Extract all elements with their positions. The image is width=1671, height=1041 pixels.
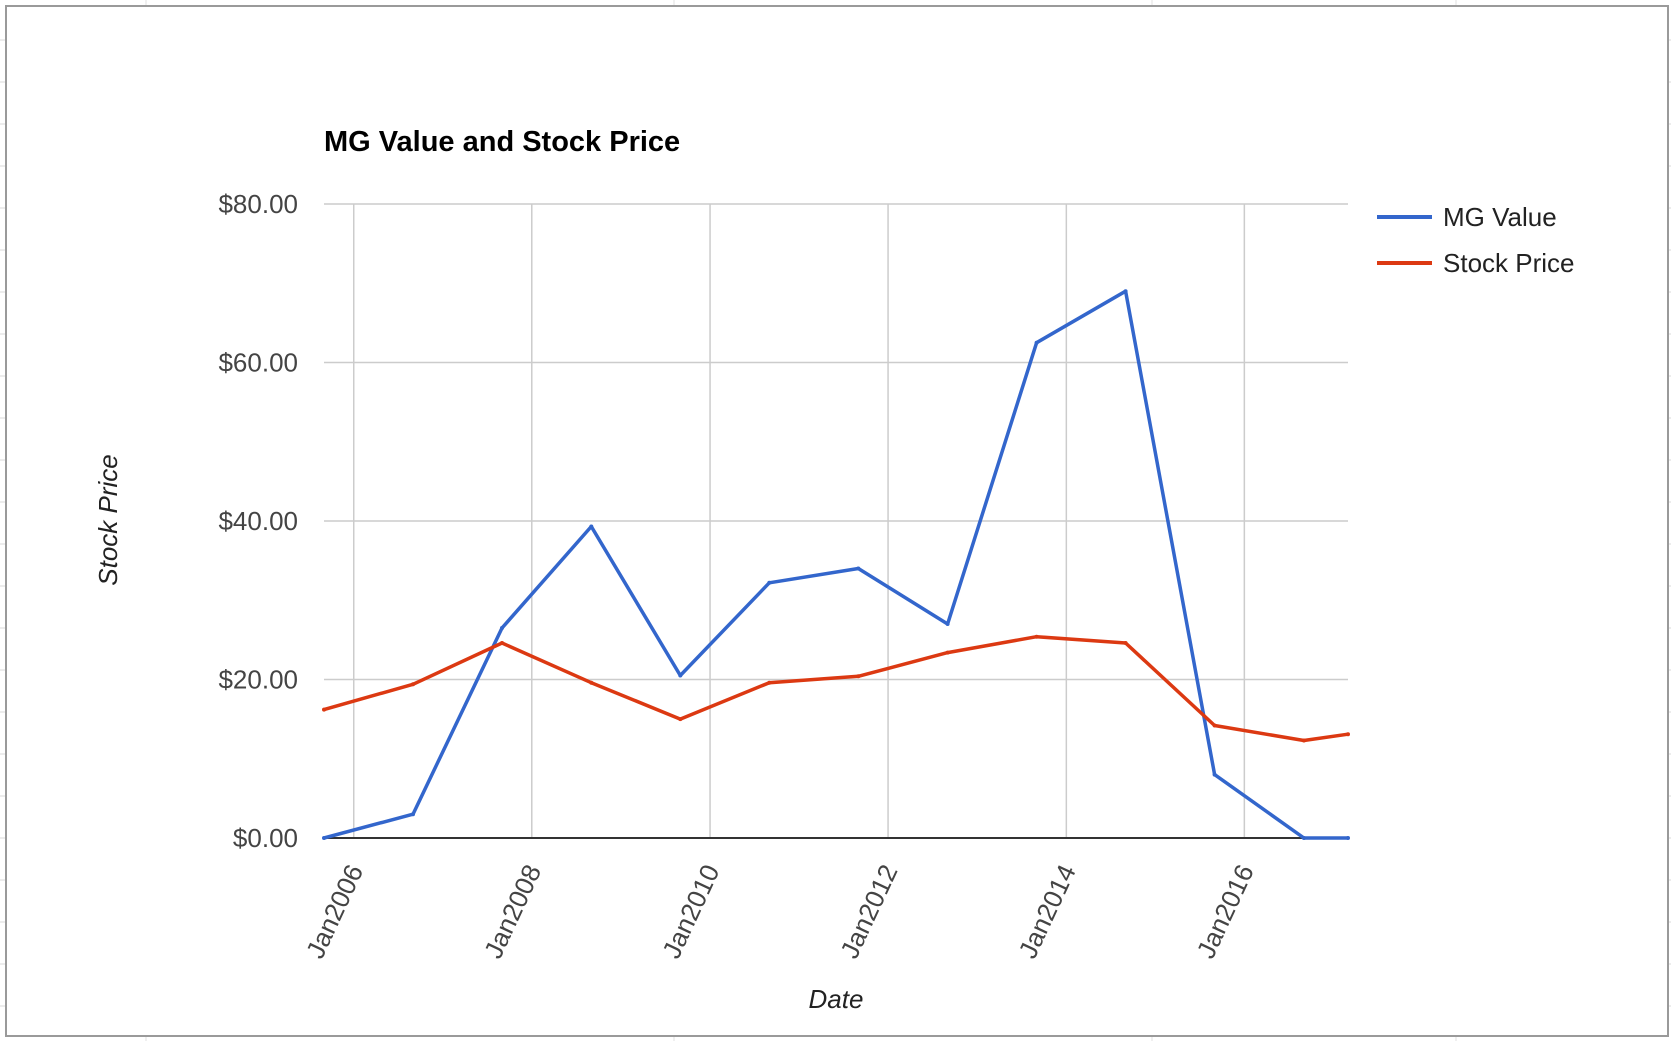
data-point[interactable]	[1123, 289, 1128, 294]
legend-label: MG Value	[1443, 202, 1557, 232]
data-point[interactable]	[589, 524, 594, 529]
x-axis-title: Date	[809, 984, 864, 1014]
data-point[interactable]	[1212, 772, 1217, 777]
data-point[interactable]	[1034, 340, 1039, 345]
data-point[interactable]	[767, 680, 772, 685]
y-tick-label: $80.00	[218, 189, 298, 219]
data-point[interactable]	[411, 812, 415, 817]
legend[interactable]: MG Value Stock Price	[1377, 202, 1575, 278]
data-point[interactable]	[1123, 641, 1128, 645]
y-tick-label: $0.00	[233, 823, 298, 853]
chart-title: MG Value and Stock Price	[324, 126, 680, 158]
data-point[interactable]	[322, 836, 326, 840]
data-point[interactable]	[1346, 836, 1350, 840]
data-point[interactable]	[945, 650, 950, 655]
y-tick-label: $60.00	[218, 348, 298, 378]
y-axis-title: Stock Price	[93, 454, 123, 586]
data-point[interactable]	[856, 566, 861, 571]
legend-item[interactable]: MG Value	[1377, 202, 1557, 232]
legend-label: Stock Price	[1443, 248, 1575, 278]
grid	[324, 203, 1348, 839]
data-point[interactable]	[1301, 738, 1306, 743]
data-point[interactable]	[411, 682, 415, 687]
data-point[interactable]	[678, 673, 683, 678]
data-point[interactable]	[1346, 732, 1350, 737]
legend-item[interactable]: Stock Price	[1377, 248, 1575, 278]
data-point[interactable]	[1034, 634, 1039, 639]
data-point[interactable]	[500, 626, 504, 630]
y-tick-label: $40.00	[218, 506, 298, 536]
y-tick-label: $20.00	[218, 665, 298, 695]
data-point[interactable]	[322, 707, 326, 712]
data-point[interactable]	[678, 717, 683, 722]
data-point[interactable]	[945, 622, 950, 626]
data-point[interactable]	[1212, 723, 1217, 728]
data-point[interactable]	[1301, 836, 1306, 840]
data-point[interactable]	[856, 674, 861, 679]
series-lines	[322, 289, 1350, 840]
y-axis-ticks: $0.00 $20.00 $40.00 $60.00 $80.00	[218, 189, 298, 853]
data-point[interactable]	[767, 580, 772, 585]
data-point[interactable]	[589, 680, 594, 685]
data-point[interactable]	[500, 641, 504, 645]
